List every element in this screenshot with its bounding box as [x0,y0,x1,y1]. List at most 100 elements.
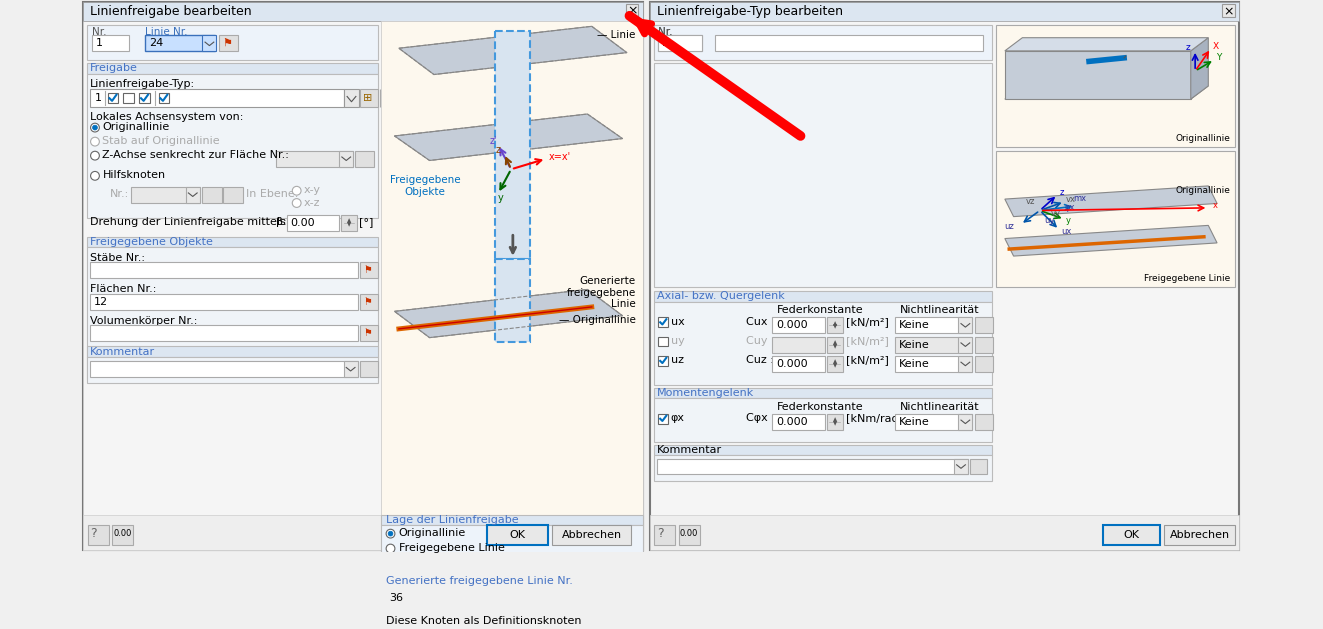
Text: ux: ux [1061,227,1072,236]
Text: Originallinie: Originallinie [102,122,169,132]
Text: — Linie: — Linie [597,30,635,40]
Bar [659,337,668,347]
Bar [360,361,378,377]
Circle shape [90,137,99,146]
Text: 0.00: 0.00 [290,218,315,228]
Bar [896,318,972,333]
Bar [659,35,703,51]
Polygon shape [394,289,623,338]
Polygon shape [1005,51,1191,99]
Text: x: x [1213,201,1217,209]
Text: ?: ? [658,526,664,540]
Bar [159,93,169,104]
Circle shape [386,529,394,538]
Bar [659,35,703,51]
Text: vz: vz [1027,198,1036,206]
Bar [86,357,378,383]
Bar [654,455,992,481]
Bar [83,2,643,21]
Bar [90,89,344,107]
Bar [958,337,972,352]
Text: Freigegebene Linie: Freigegebene Linie [1144,274,1230,282]
Text: Freigegebene Linie: Freigegebene Linie [398,543,504,553]
Text: Linienfreigabe bearbeiten: Linienfreigabe bearbeiten [90,5,251,18]
Polygon shape [495,31,531,259]
Text: Cφx :: Cφx : [746,413,775,423]
Bar [224,187,242,203]
Text: x-y: x-y [304,186,321,196]
Bar [90,294,357,309]
Bar [487,525,548,545]
Bar [954,459,968,474]
Text: 0.000: 0.000 [777,359,807,369]
Bar [827,414,843,430]
Text: [°]: [°] [360,216,374,226]
Text: [kNm/rad/m]: [kNm/rad/m] [847,413,918,423]
Text: Cuz :: Cuz : [746,355,774,365]
Bar [958,318,972,333]
Text: Linienfreigabe-Typ bearbeiten: Linienfreigabe-Typ bearbeiten [656,5,843,18]
Bar [123,93,134,104]
Bar [654,291,992,302]
Bar [659,356,668,365]
Circle shape [292,186,302,195]
Text: y: y [497,193,504,203]
Text: φx: φx [671,413,685,423]
Text: 1: 1 [94,93,102,103]
Text: ▲: ▲ [832,360,837,365]
Bar [86,247,378,379]
Text: Nr.: Nr. [91,27,106,37]
Bar [958,356,972,372]
Bar [86,25,378,60]
Bar [344,361,357,377]
Bar [277,151,353,167]
Bar [896,414,972,430]
Text: Keine: Keine [898,417,930,427]
Text: ?: ? [90,526,97,540]
Bar [107,93,118,104]
Text: Nr.: Nr. [659,27,673,37]
Bar [360,262,378,278]
Bar [91,35,128,51]
Bar [355,151,374,167]
Text: X: X [1213,42,1218,51]
Bar [975,356,992,372]
Bar [360,89,378,107]
Text: Abbrechen: Abbrechen [1170,530,1229,540]
Bar [552,525,631,545]
Text: ⚑: ⚑ [222,38,232,48]
Text: Lage der Linienfreigabe: Lage der Linienfreigabe [386,515,519,525]
Text: z': z' [490,136,497,146]
Text: Drehung der Linienfreigabe mittels Winkel: Drehung der Linienfreigabe mittels Winke… [90,216,327,226]
Text: Cux :: Cux : [746,317,775,327]
Bar [656,459,968,474]
Text: Originallinie: Originallinie [1175,134,1230,143]
Text: ⚑: ⚑ [363,328,372,338]
Text: 12: 12 [94,297,107,307]
Bar [623,626,640,629]
Text: 1: 1 [662,38,669,48]
Polygon shape [1005,186,1217,216]
Bar [339,151,353,167]
Bar [896,337,972,352]
Text: Freigegebene
Objekte: Freigegebene Objekte [390,175,460,197]
Text: — Originallinie: — Originallinie [558,315,635,325]
Bar [86,237,378,247]
Text: x-z: x-z [304,198,320,208]
Bar [185,187,200,203]
Bar [975,414,992,430]
Text: uy: uy [1044,216,1054,226]
Bar [381,515,643,525]
Text: 0.000: 0.000 [777,417,807,427]
Text: y: y [1066,216,1072,225]
Bar [90,262,357,278]
Bar [654,398,992,442]
Bar [654,445,992,455]
Text: β:: β: [277,216,287,226]
Text: mx: mx [1073,194,1086,203]
Bar [144,35,214,51]
Bar [975,337,992,352]
Text: ▲: ▲ [347,218,351,223]
Circle shape [386,544,394,553]
Bar [827,318,843,333]
